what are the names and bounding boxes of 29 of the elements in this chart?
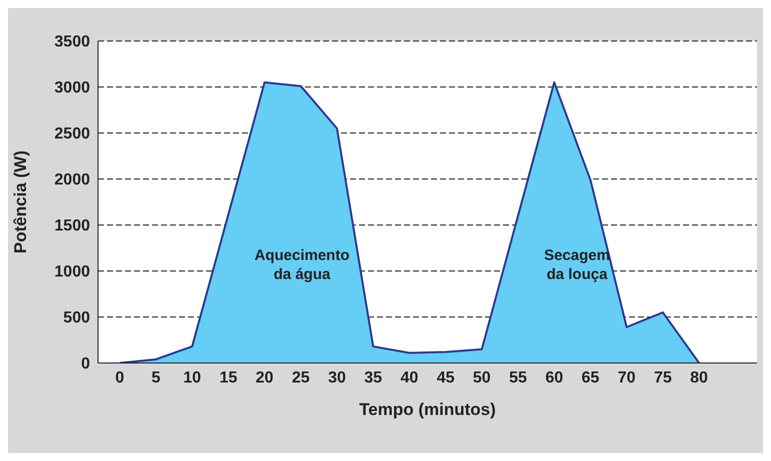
x-tick-label: 45 (436, 369, 455, 386)
x-tick-label: 20 (256, 369, 274, 386)
y-tick-label: 0 (81, 356, 90, 373)
x-tick-label: 50 (472, 369, 491, 386)
y-tick-label: 2500 (54, 126, 90, 143)
y-tick-label: 3500 (54, 34, 90, 51)
x-tick-label: 70 (618, 369, 636, 386)
y-axis-title: Potência (W) (11, 150, 30, 254)
y-tick-label: 2000 (54, 172, 90, 189)
x-tick-label: 55 (509, 369, 528, 386)
x-tick-label: 40 (400, 369, 418, 386)
x-tick-label: 15 (219, 369, 238, 386)
x-tick-label: 75 (654, 369, 672, 386)
x-tick-label: 30 (328, 369, 346, 386)
y-tick-label: 1500 (54, 218, 90, 235)
y-tick-label: 3000 (54, 80, 90, 97)
x-axis-title: Tempo (minutos) (359, 400, 496, 419)
x-tick-label: 25 (292, 369, 310, 386)
x-tick-label: 65 (582, 369, 600, 386)
y-tick-label: 500 (63, 310, 90, 327)
x-tick-label: 35 (364, 369, 382, 386)
x-tick-label: 0 (115, 369, 124, 386)
x-tick-label: 80 (690, 369, 708, 386)
annotation: Aquecimento da água (254, 246, 350, 284)
x-tick-label: 5 (151, 369, 160, 386)
y-tick-label: 1000 (54, 264, 90, 281)
annotation: Secagem da louça (544, 246, 610, 284)
x-tick-label: 10 (183, 369, 202, 386)
x-tick-label: 60 (545, 369, 564, 386)
